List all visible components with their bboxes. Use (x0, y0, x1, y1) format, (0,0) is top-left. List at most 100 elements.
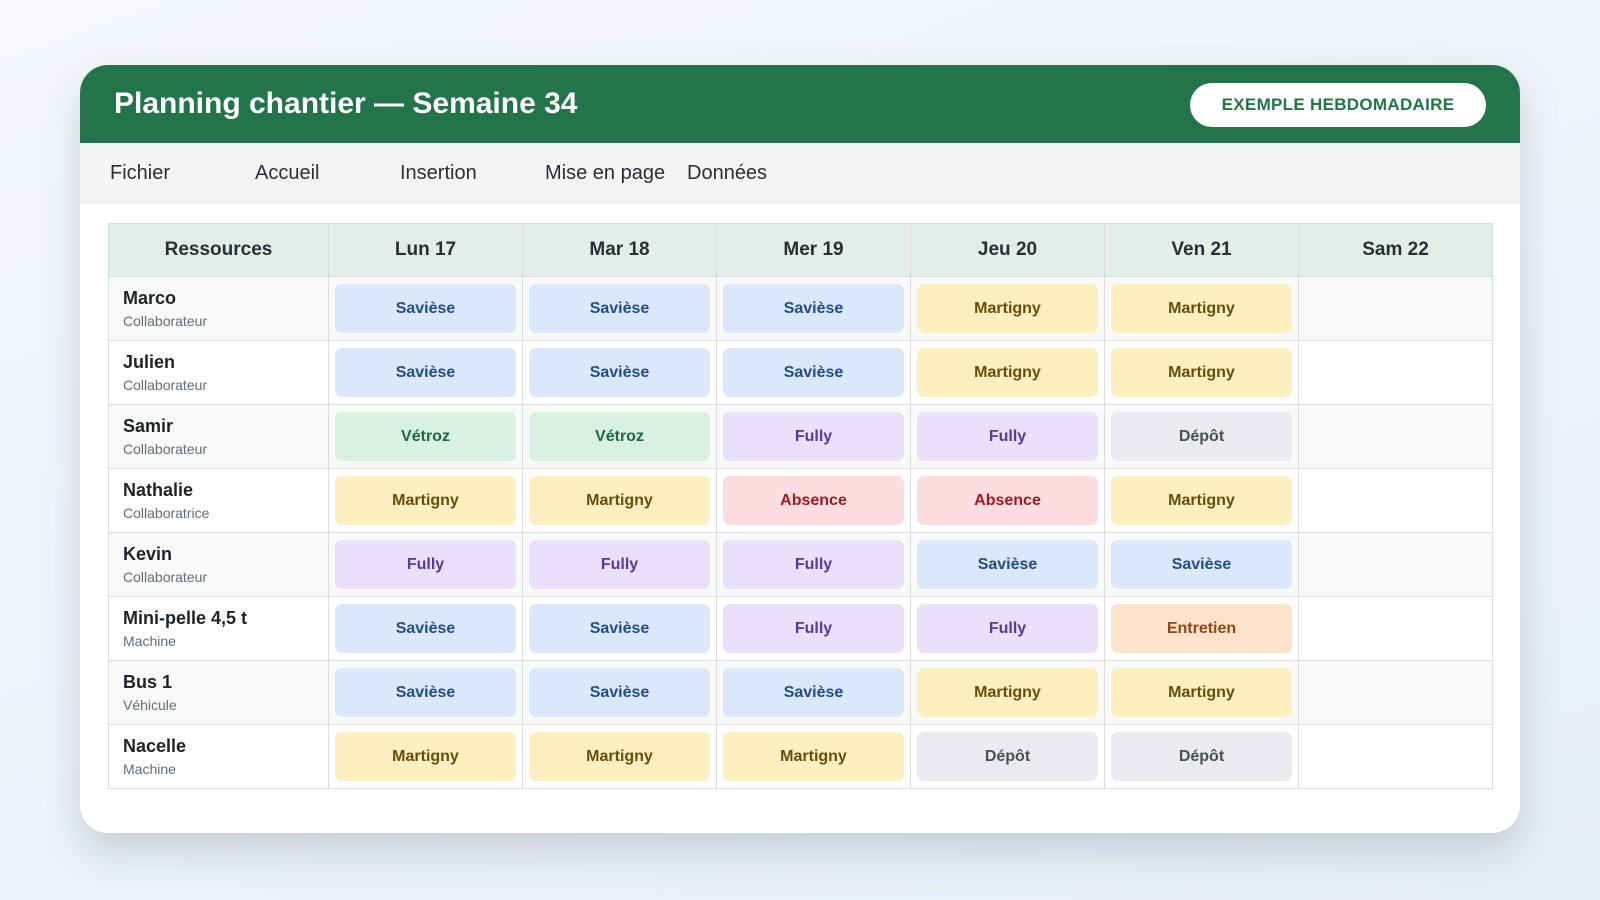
resource-cell: Mini-pelle 4,5 t Machine (108, 596, 329, 661)
assignment[interactable]: Martigny (529, 732, 710, 781)
day-cell: Martigny (910, 276, 1105, 341)
assignment[interactable]: Fully (723, 412, 904, 461)
day-cell: Martigny (328, 468, 523, 533)
assignment[interactable]: Martigny (1111, 284, 1292, 333)
day-cell: Martigny (910, 340, 1105, 405)
menu-bar: Fichier Accueil Insertion Mise en page Donné… (80, 143, 1520, 204)
assignment[interactable]: Savièse (1111, 540, 1292, 589)
assignment[interactable]: Martigny (335, 476, 516, 525)
menu-item[interactable]: Mise en page (545, 162, 666, 184)
resource-name: Nathalie (123, 480, 194, 500)
day-cell: Savièse (910, 532, 1105, 597)
menu-item[interactable]: Fichier (110, 162, 171, 184)
assignment[interactable]: Martigny (335, 732, 516, 781)
assignment[interactable]: Dépôt (917, 732, 1098, 781)
day-cell (1298, 532, 1493, 597)
day-cell: Savièse (522, 660, 717, 725)
assignment[interactable]: Martigny (917, 348, 1098, 397)
assignment[interactable]: Fully (917, 604, 1098, 653)
resource-name: Julien (123, 352, 176, 372)
assignment[interactable]: Entretien (1111, 604, 1292, 653)
assignment[interactable]: Absence (917, 476, 1098, 525)
assignment[interactable]: Savièse (335, 348, 516, 397)
assignment[interactable]: Fully (723, 540, 904, 589)
assignment[interactable]: Dépôt (1111, 412, 1292, 461)
assignment[interactable]: Vétroz (335, 412, 516, 461)
menu-item[interactable]: Données (687, 162, 768, 184)
day-cell: Savièse (716, 660, 911, 725)
assignment[interactable]: Savièse (723, 348, 904, 397)
assignment[interactable]: Fully (529, 540, 710, 589)
assignment[interactable]: Martigny (1111, 476, 1292, 525)
resource-role: Véhicule (123, 697, 177, 713)
assignment[interactable]: Savièse (335, 604, 516, 653)
assignment[interactable]: Dépôt (1111, 732, 1292, 781)
assignment[interactable]: Vétroz (529, 412, 710, 461)
assignment[interactable]: Savièse (917, 540, 1098, 589)
assignment[interactable]: Fully (917, 412, 1098, 461)
menu-item[interactable]: Accueil (255, 162, 320, 184)
badge: EXEMPLE HEBDOMADAIRE (1190, 83, 1486, 127)
assignment[interactable]: Savièse (529, 668, 710, 717)
assignment[interactable]: Fully (335, 540, 516, 589)
day-cell: Fully (910, 404, 1105, 469)
day-cell: Fully (328, 532, 523, 597)
day-cell: Vétroz (522, 404, 717, 469)
assignment[interactable]: Savièse (529, 348, 710, 397)
resource-row: Samir Collaborateur Vétroz Vétroz Fully Fully… (108, 404, 1493, 469)
assignment[interactable]: Martigny (1111, 348, 1292, 397)
assignment[interactable]: Absence (723, 476, 904, 525)
resource-row: Kevin Collaborateur Fully Fully Fully Savièse… (108, 532, 1493, 597)
column-header: Mar 18 (522, 223, 717, 277)
assignment[interactable]: Savièse (335, 668, 516, 717)
assignment[interactable]: Savièse (335, 284, 516, 333)
day-cell: Savièse (328, 276, 523, 341)
day-cell: Savièse (716, 340, 911, 405)
day-cell: Savièse (522, 276, 717, 341)
schedule-table: Ressources Lun 17 Mar 18 Mer 19 Jeu 20 Ven 21… (108, 223, 1493, 789)
resource-name: Mini-pelle 4,5 t (123, 608, 248, 628)
assignment[interactable]: Martigny (723, 732, 904, 781)
assignment[interactable]: Martigny (529, 476, 710, 525)
title: Planning chantier — Semaine 34 (114, 87, 578, 120)
resource-row: Julien Collaborateur Savièse Savièse Savièse… (108, 340, 1493, 405)
day-cell: Savièse (328, 596, 523, 661)
assignment[interactable]: Fully (723, 604, 904, 653)
resource-cell: Nathalie Collaboratrice (108, 468, 329, 533)
column-header: Ven 21 (1104, 223, 1299, 277)
resource-cell: Nacelle Machine (108, 724, 329, 789)
day-cell: Dépôt (1104, 404, 1299, 469)
day-cell: Martigny (910, 660, 1105, 725)
day-cell: Vétroz (328, 404, 523, 469)
assignment[interactable]: Savièse (529, 604, 710, 653)
day-cell (1298, 596, 1493, 661)
assignment[interactable]: Savièse (529, 284, 710, 333)
assignment[interactable]: Savièse (723, 668, 904, 717)
resource-role: Collaborateur (123, 441, 208, 457)
resource-cell: Marco Collaborateur (108, 276, 329, 341)
assignment[interactable]: Martigny (917, 668, 1098, 717)
assignment[interactable]: Martigny (1111, 668, 1292, 717)
day-cell: Martigny (328, 724, 523, 789)
day-cell: Savièse (522, 340, 717, 405)
resource-row: Marco Collaborateur Savièse Savièse Savièse M… (108, 276, 1493, 341)
day-cell: Martigny (1104, 468, 1299, 533)
resource-role: Machine (123, 761, 176, 777)
resource-name: Nacelle (123, 736, 187, 756)
resource-cell: Julien Collaborateur (108, 340, 329, 405)
day-cell: Fully (522, 532, 717, 597)
menu-item[interactable]: Insertion (400, 162, 477, 184)
day-cell: Savièse (522, 596, 717, 661)
resource-cell: Bus 1 Véhicule (108, 660, 329, 725)
day-cell: Dépôt (1104, 724, 1299, 789)
resource-role: Machine (123, 633, 176, 649)
resource-row: Nathalie Collaboratrice Martigny Martigny Ab… (108, 468, 1493, 533)
day-cell: Absence (910, 468, 1105, 533)
day-cell: Savièse (328, 660, 523, 725)
resource-name: Samir (123, 416, 174, 436)
resource-name: Kevin (123, 544, 173, 564)
day-cell: Savièse (328, 340, 523, 405)
assignment[interactable]: Savièse (723, 284, 904, 333)
assignment[interactable]: Martigny (917, 284, 1098, 333)
day-cell: Savièse (1104, 532, 1299, 597)
